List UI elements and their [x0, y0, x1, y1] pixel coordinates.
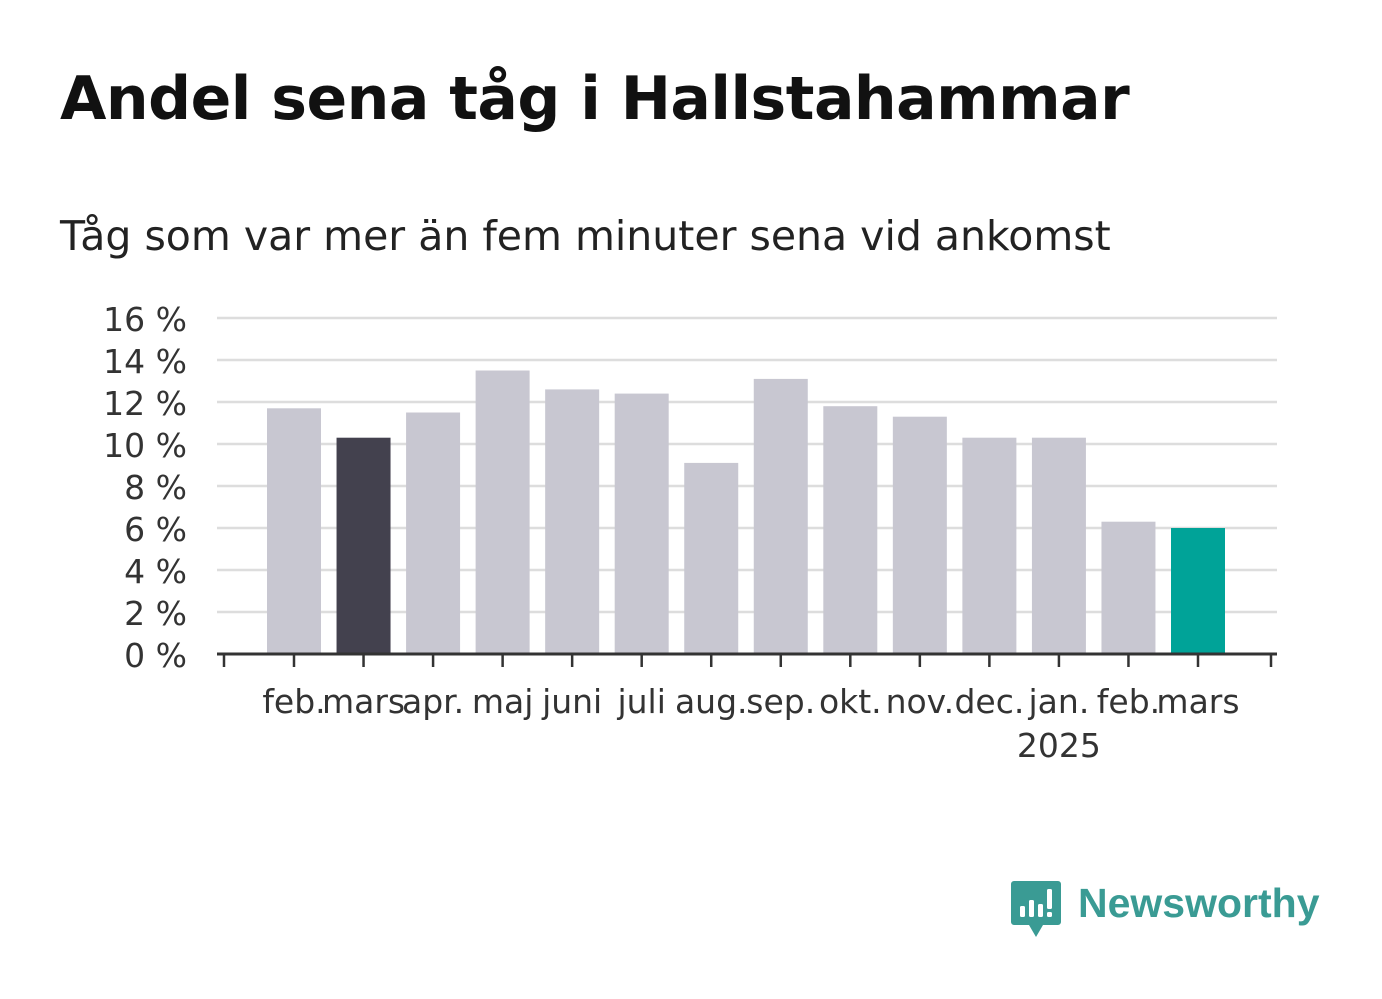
x-tick-label: juli — [616, 682, 665, 721]
x-tick-label: nov. — [886, 682, 955, 721]
x-tick-label: juni — [541, 682, 602, 721]
bar-14 — [1171, 528, 1225, 654]
y-axis-tick-labels: 0 %2 %4 %6 %8 %10 %12 %14 %16 % — [103, 300, 187, 675]
x-tick-label: okt. — [819, 682, 882, 721]
bar-12 — [1031, 437, 1086, 654]
bar-3 — [406, 412, 461, 654]
x-tick-label: feb. — [262, 682, 325, 721]
x-tick-label: dec. — [954, 682, 1024, 721]
newsworthy-logo: Newsworthy — [1010, 878, 1330, 942]
y-tick-label: 0 % — [124, 636, 187, 675]
bar-chart-speech-bubble-icon — [1011, 881, 1061, 937]
y-tick-label: 10 % — [103, 426, 187, 465]
bar-13 — [1101, 521, 1156, 654]
x-tick-label: mars — [322, 682, 405, 721]
chart-subtitle: Tåg som var mer än fem minuter sena vid … — [60, 212, 1111, 260]
y-tick-label: 4 % — [124, 552, 187, 591]
bar-2 — [336, 437, 391, 654]
x-tick-year-label: 2025 — [1017, 726, 1101, 765]
x-axis — [217, 652, 1277, 667]
bar-5 — [545, 389, 600, 654]
bars — [267, 370, 1225, 654]
x-tick-label: sep. — [746, 682, 815, 721]
y-tick-label: 2 % — [124, 594, 187, 633]
y-tick-label: 16 % — [103, 300, 187, 339]
x-tick-label: feb. — [1097, 682, 1160, 721]
bar-8 — [753, 378, 808, 654]
x-tick-label: maj — [472, 682, 534, 721]
bar-11 — [962, 437, 1017, 654]
gridlines — [217, 316, 1277, 614]
y-tick-label: 14 % — [103, 342, 187, 381]
x-tick-label: jan. — [1028, 682, 1090, 721]
bar-1 — [267, 408, 321, 654]
bar-9 — [823, 406, 878, 654]
bar-10 — [892, 416, 947, 654]
bar-7 — [684, 462, 739, 654]
x-tick-label: apr. — [402, 682, 464, 721]
x-tick-label: mars — [1156, 682, 1239, 721]
y-tick-label: 6 % — [124, 510, 187, 549]
bar-6 — [614, 393, 669, 654]
y-tick-label: 12 % — [103, 384, 187, 423]
y-tick-label: 8 % — [124, 468, 187, 507]
bar-4 — [475, 370, 530, 654]
chart-title: Andel sena tåg i Hallstahammar — [60, 64, 1130, 134]
x-tick-label: aug. — [675, 682, 748, 721]
brand-name: Newsworthy — [1078, 880, 1320, 926]
